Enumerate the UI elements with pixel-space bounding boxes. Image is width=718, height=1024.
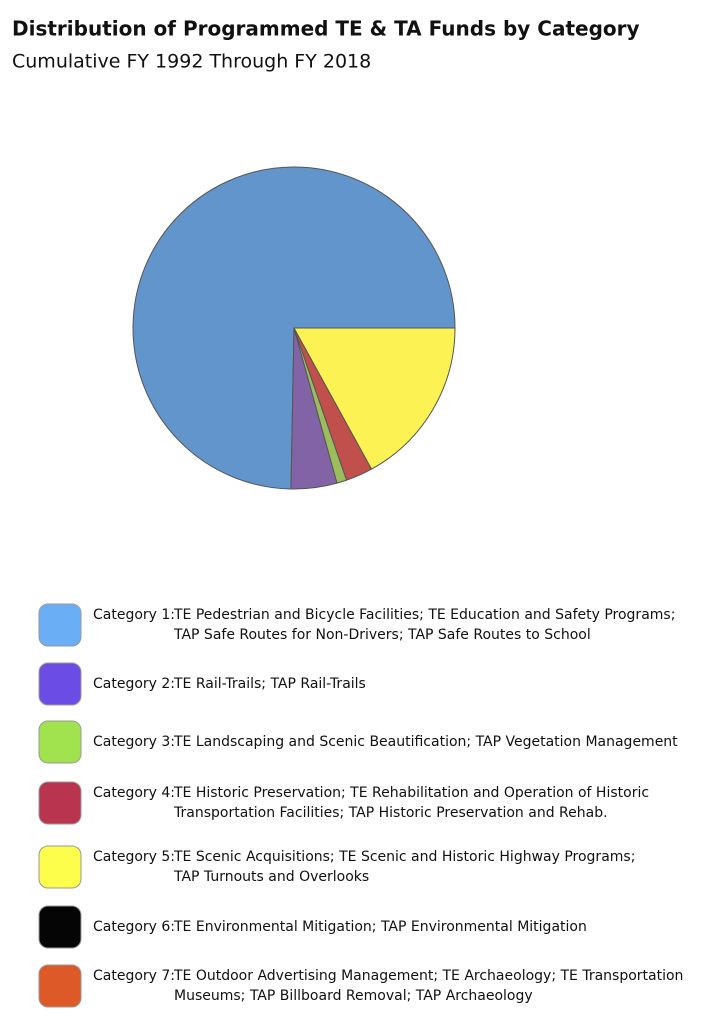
legend-swatch [38, 845, 82, 889]
legend-description: TE Outdoor Advertising Management; TE Ar… [173, 968, 683, 984]
legend-swatch [38, 720, 82, 764]
legend-description: Museums; TAP Billboard Removal; TAP Arch… [174, 988, 533, 1004]
legend-label: Category 6: [93, 919, 175, 935]
chart-subtitle: Cumulative FY 1992 Through FY 2018 [12, 51, 371, 73]
legend-label: Category 3: [93, 734, 175, 750]
legend-label: Category 4: [93, 785, 175, 801]
legend-swatch [38, 964, 82, 1008]
legend-swatch [38, 905, 82, 949]
legend-description: TAP Safe Routes for Non-Drivers; TAP Saf… [173, 627, 591, 643]
legend-label: Category 5: [93, 849, 175, 865]
legend-description: TE Historic Preservation; TE Rehabilitat… [173, 785, 649, 801]
legend-description: TE Environmental Mitigation; TAP Environ… [173, 919, 587, 935]
legend-description: Transportation Facilities; TAP Historic … [173, 805, 608, 821]
legend-description: TAP Turnouts and Overlooks [173, 869, 369, 885]
legend-swatch [38, 781, 82, 825]
pie-slice [293, 327, 456, 470]
legend-description: TE Pedestrian and Bicycle Facilities; TE… [173, 607, 675, 623]
legend-description: TE Landscaping and Scenic Beautification… [173, 734, 678, 750]
legend-label: Category 2: [93, 676, 175, 692]
legend-label: Category 1: [93, 607, 175, 623]
chart-title: Distribution of Programmed TE & TA Funds… [12, 17, 640, 41]
legend-description: TE Scenic Acquisitions; TE Scenic and Hi… [173, 849, 635, 865]
legend-swatch [38, 603, 82, 647]
legend-label: Category 7: [93, 968, 175, 984]
legend-swatch [38, 662, 82, 706]
legend-description: TE Rail-Trails; TAP Rail-Trails [173, 676, 366, 692]
